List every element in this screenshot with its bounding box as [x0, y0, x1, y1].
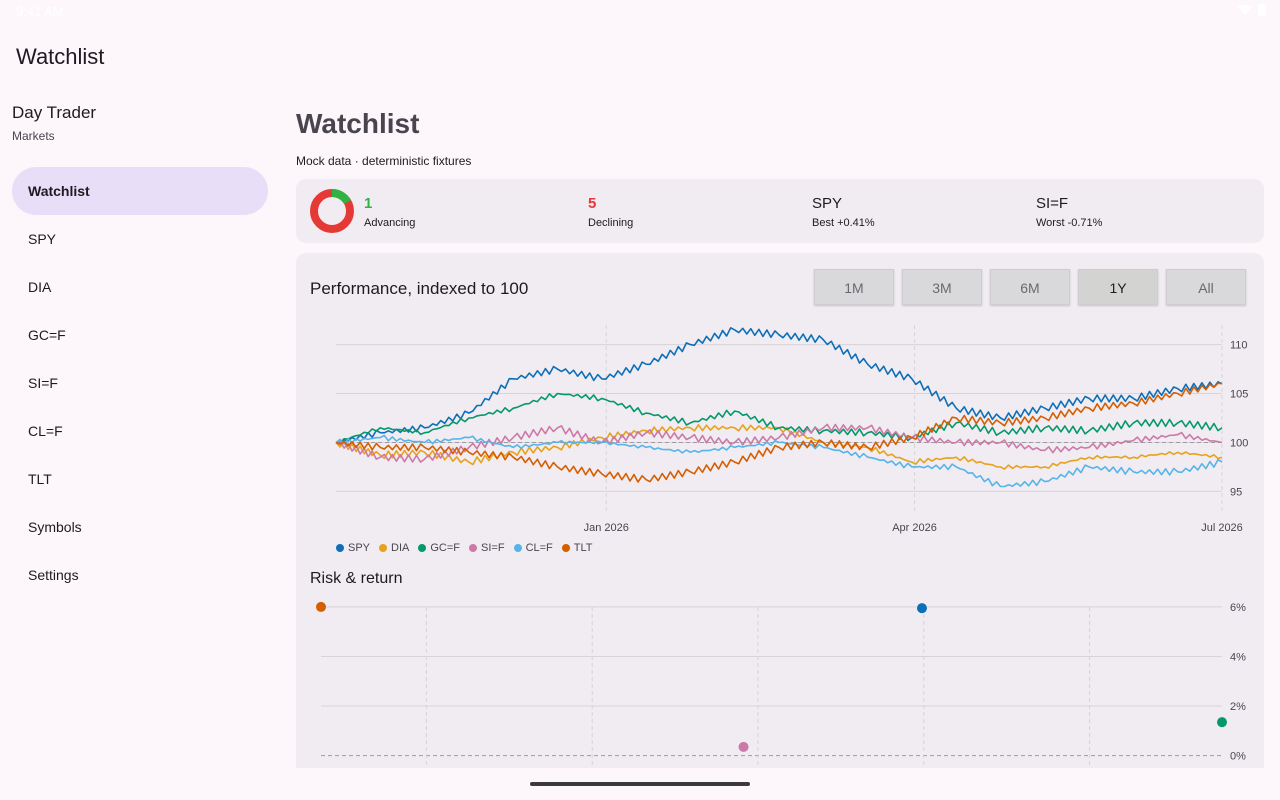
risk-y-tick-4: 4%: [1230, 651, 1246, 663]
sidebar-item-dia[interactable]: DIA: [28, 279, 52, 295]
legend-item-dia: DIA: [379, 542, 409, 554]
legend-dot-dia: [379, 544, 388, 552]
sidebar-item-tlt[interactable]: TLT: [28, 471, 52, 487]
perf-series-si-f: [335, 423, 1223, 463]
advancing-declining-donut: [310, 189, 354, 233]
best-label: Best +0.41%: [812, 217, 875, 229]
legend-item-spy: SPY: [336, 542, 370, 554]
page-title: Watchlist: [296, 108, 420, 139]
perf-y-tick-105: 105: [1230, 389, 1248, 401]
declining-count: 5: [588, 195, 597, 212]
summary-card: 1 Advancing 5 Declining SPY Best +0.41% …: [296, 179, 1264, 243]
sidebar-item-spy[interactable]: SPY: [28, 231, 57, 247]
worst-label: Worst -0.71%: [1036, 217, 1103, 229]
stat-best: SPY Best +0.41%: [812, 195, 875, 229]
declining-label: Declining: [588, 217, 634, 229]
best-symbol: SPY: [812, 195, 843, 212]
charts-card: 95 100 105 110 Jan 2026 Apr 2026 Jul 2026 0% 2% 4…: [296, 253, 1264, 768]
risk-return-title: Risk & return: [310, 570, 403, 587]
legend-label-dia: DIA: [391, 542, 410, 554]
drawer-header: Day Trader Markets: [0, 96, 280, 143]
perf-y-tick-95: 95: [1230, 486, 1242, 498]
legend-item-gc-f: GC=F: [418, 542, 460, 554]
perf-series-tlt: [335, 382, 1223, 483]
risk-y-tick-2: 2%: [1230, 701, 1246, 713]
drawer-list: Watchlist SPY DIA GC=F SI=F CL=F TLT Sym…: [0, 167, 280, 599]
advancing-count: 1: [364, 195, 373, 212]
perf-series-gc-f: [336, 392, 1223, 444]
legend-dot-tlt: [561, 544, 570, 552]
perf-x-tick-apr-2026: Apr 2026: [892, 522, 937, 534]
perf-x-tick-jul-2026: Jul 2026: [1201, 522, 1243, 534]
range-button-1m[interactable]: 1M: [814, 269, 894, 305]
donut-advancing-arc: [310, 189, 354, 233]
stat-worst: SI=F Worst -0.71%: [1036, 195, 1102, 229]
worst-symbol: SI=F: [1036, 195, 1069, 212]
sidebar-item-gold[interactable]: GC=F: [28, 327, 66, 343]
performance-title: Performance, indexed to 100: [310, 279, 529, 298]
range-button-all[interactable]: All: [1166, 269, 1246, 305]
legend-item-si-f: SI=F: [469, 542, 505, 554]
gesture-home-indicator[interactable]: [530, 782, 750, 786]
legend-dot-gc-f: [418, 544, 427, 552]
sidebar-item-symbols[interactable]: Symbols: [28, 519, 82, 535]
performance-legend: SPY DIA GC=F SI=F CL=F TLT: [336, 542, 593, 554]
sidebar-item-silver[interactable]: SI=F: [28, 375, 58, 391]
sidebar-item-settings[interactable]: Settings: [28, 567, 79, 583]
sidebar-item-watchlist[interactable]: Watchlist: [12, 167, 268, 215]
range-button-1y[interactable]: 1Y: [1078, 269, 1158, 305]
risk-point-gc-f: [1217, 717, 1227, 728]
range-button-6m[interactable]: 6M: [990, 269, 1070, 305]
range-button-3m[interactable]: 3M: [902, 269, 982, 305]
advancing-label: Advancing: [364, 217, 416, 229]
legend-label-gc-f: GC=F: [430, 542, 461, 554]
wifi-icon: [1238, 4, 1252, 16]
legend-label-cl-f: CL=F: [525, 542, 553, 554]
battery-icon: [1258, 4, 1266, 16]
legend-dot-spy: [336, 544, 344, 552]
legend-item-cl-f: CL=F: [513, 542, 553, 554]
risk-y-tick-6: 6%: [1230, 602, 1246, 614]
risk-point-spy: [916, 603, 927, 614]
sidebar-item-crude[interactable]: CL=F: [28, 423, 63, 439]
legend-label-tlt: TLT: [573, 542, 593, 554]
risk-point-tlt: [316, 601, 326, 612]
perf-series-spy: [335, 327, 1223, 444]
legend-label-spy: SPY: [348, 542, 371, 554]
range-selector: 1M 3M 6M 1Y All: [814, 269, 1246, 305]
stat-declining: 5 Declining: [588, 195, 633, 229]
stat-advancing: 1 Advancing: [364, 195, 415, 229]
perf-x-tick-jan-2026: Jan 2026: [584, 522, 629, 534]
status-clock: 9:41 AM: [16, 4, 64, 19]
legend-label-si-f: SI=F: [481, 542, 505, 554]
perf-y-tick-100: 100: [1230, 437, 1248, 449]
risk-point-si-f: [738, 741, 749, 752]
page-subtitle: Mock data · deterministic fixtures: [296, 154, 472, 168]
perf-series-cl-f: [335, 434, 1223, 488]
status-bar: 9:41 AM: [0, 0, 1280, 24]
charts-svg: 95 100 105 110 Jan 2026 Apr 2026 Jul 2026 0% 2% 4…: [316, 325, 1248, 768]
status-icons: [1238, 4, 1266, 16]
legend-item-tlt: TLT: [561, 542, 593, 554]
perf-y-tick-110: 110: [1230, 340, 1248, 352]
legend-dot-si-f: [469, 544, 478, 552]
drawer-title: Day Trader: [12, 103, 97, 122]
navigation-drawer: Day Trader Markets Watchlist SPY DIA GC=…: [0, 96, 280, 599]
app-bar-title: Watchlist: [16, 44, 105, 69]
risk-y-tick-0: 0%: [1230, 751, 1246, 763]
drawer-subtitle: Markets: [12, 129, 55, 143]
legend-dot-cl-f: [513, 544, 522, 552]
